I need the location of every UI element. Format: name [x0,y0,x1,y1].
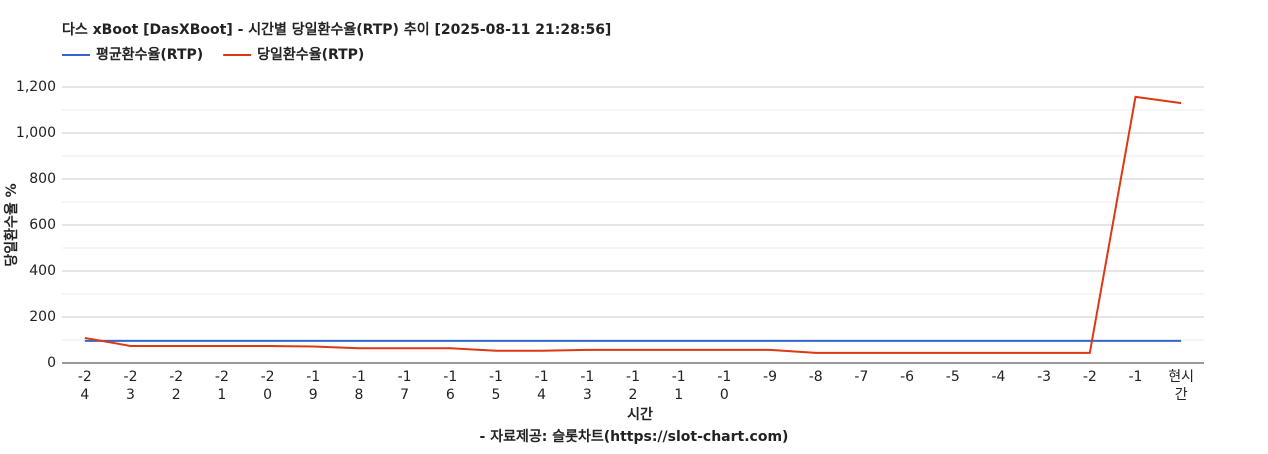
x-tick-label: -1 8 [352,369,366,403]
x-tick-label-line: 1 [674,387,683,403]
x-tick-label-line: -1 [535,369,549,385]
x-tick-label: -2 2 [169,369,183,403]
x-tick-label-line: 3 [583,387,592,403]
x-tick-label-line: -2 [215,369,229,385]
x-tick-label: -2 1 [215,369,229,403]
x-tick-label-line: 4 [80,387,89,403]
x-tick-label-line: -1 [626,369,640,385]
x-tick-label-line: -1 [398,369,412,385]
x-tick-label-line: -1 [672,369,686,385]
x-tick-label-line: -1 [489,369,503,385]
series-line [84,95,1182,354]
x-tick-label-line: 2 [629,387,638,403]
x-tick-label: -1 [1128,369,1142,385]
x-tick-label-line: -1 [306,369,320,385]
y-tick-label: 600 [29,217,56,233]
x-tick-label-line: 5 [491,387,500,403]
x-tick-label: -7 [854,369,868,385]
x-tick-label: -9 [763,369,777,385]
x-tick-label-line: 7 [400,387,409,403]
x-tick-label: -6 [900,369,914,385]
y-tick-label: 400 [29,263,56,279]
x-tick-label-line: 현시 [1168,369,1194,385]
x-tick-label-line: -2 [169,369,183,385]
x-tick-label: -1 7 [398,369,412,403]
x-tick-label-line: -1 [717,369,731,385]
x-axis-title: 시간 [627,406,653,423]
x-tick-label-line: 0 [263,387,272,403]
x-tick-label-line: 0 [720,387,729,403]
x-tick-label: -2 0 [261,369,275,403]
x-tick-label: -1 3 [580,369,594,403]
y-tick-label: 200 [29,309,56,325]
x-tick-label-line: -1 [443,369,457,385]
x-tick-label: -1 5 [489,369,503,403]
x-tick-label: -2 4 [78,369,92,403]
x-tick-label-line: 9 [309,387,318,403]
subtitle: - 자료제공: 슬롯차트(https://slot-chart.com) [480,429,789,445]
x-tick-label-line: 4 [537,387,546,403]
x-tick-label-line: -2 [124,369,138,385]
y-tick-label: 1,000 [16,125,56,141]
y-tick-label: 1,200 [16,79,56,95]
legend-label: 당일환수율(RTP) [257,46,364,63]
x-tick-label: -1 4 [535,369,549,403]
x-tick-label-line: 6 [446,387,455,403]
y-axis-title: 당일환수율 % [3,183,20,266]
x-tick-label: -3 [1037,369,1051,385]
x-tick-label-line: -1 [580,369,594,385]
x-tick-label: -2 [1083,369,1097,385]
x-tick-label: -8 [809,369,823,385]
x-tick-label-line: 간 [1175,387,1188,403]
x-tick-label: -1 6 [443,369,457,403]
x-tick-label-line: 8 [354,387,363,403]
y-tick-label: 0 [47,355,56,371]
x-tick-label-line: 3 [126,387,135,403]
x-tick-label: -1 9 [306,369,320,403]
x-tick-label-line: -2 [78,369,92,385]
x-tick-label-line: -1 [352,369,366,385]
legend-label: 평균환수율(RTP) [96,46,203,63]
x-tick-label: -1 2 [626,369,640,403]
x-tick-label-line: 2 [172,387,181,403]
x-tick-label: -1 0 [717,369,731,403]
x-tick-label: -1 1 [672,369,686,403]
x-tick-label: -5 [946,369,960,385]
x-tick-label: -2 3 [124,369,138,403]
x-tick-label-line: -2 [261,369,275,385]
chart-title: 다스 xBoot [DasXBoot] - 시간별 당일환수율(RTP) 추이 … [62,21,611,38]
y-tick-label: 800 [29,171,56,187]
x-tick-label: -4 [991,369,1005,385]
x-tick-label-line: 1 [217,387,226,403]
